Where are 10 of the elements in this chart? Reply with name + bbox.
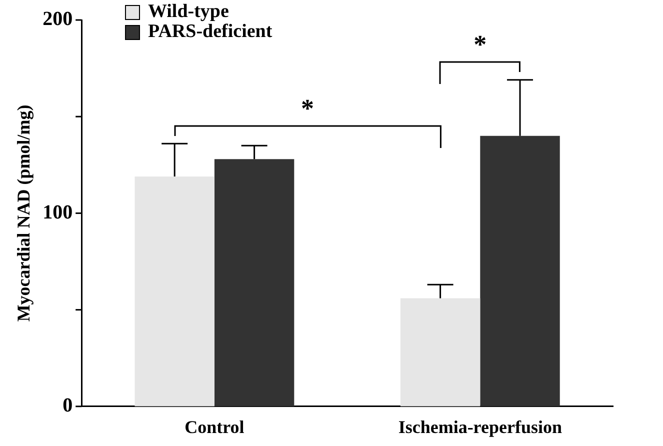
x-tick-label: Control [184, 416, 244, 437]
y-tick-label: 200 [42, 8, 73, 30]
y-axis-title: Myocardial NAD (pmol/mg) [13, 104, 34, 322]
y-tick-label: 0 [62, 394, 73, 417]
annotation: * [300, 94, 315, 123]
x-tick-label: Ischemia-reperfusion [398, 416, 562, 437]
legend-label: PARS-deficient [148, 21, 272, 42]
legend-label: Wild-type [148, 1, 229, 22]
annotation: * [472, 30, 488, 59]
y-tick-label: 100 [42, 201, 73, 224]
